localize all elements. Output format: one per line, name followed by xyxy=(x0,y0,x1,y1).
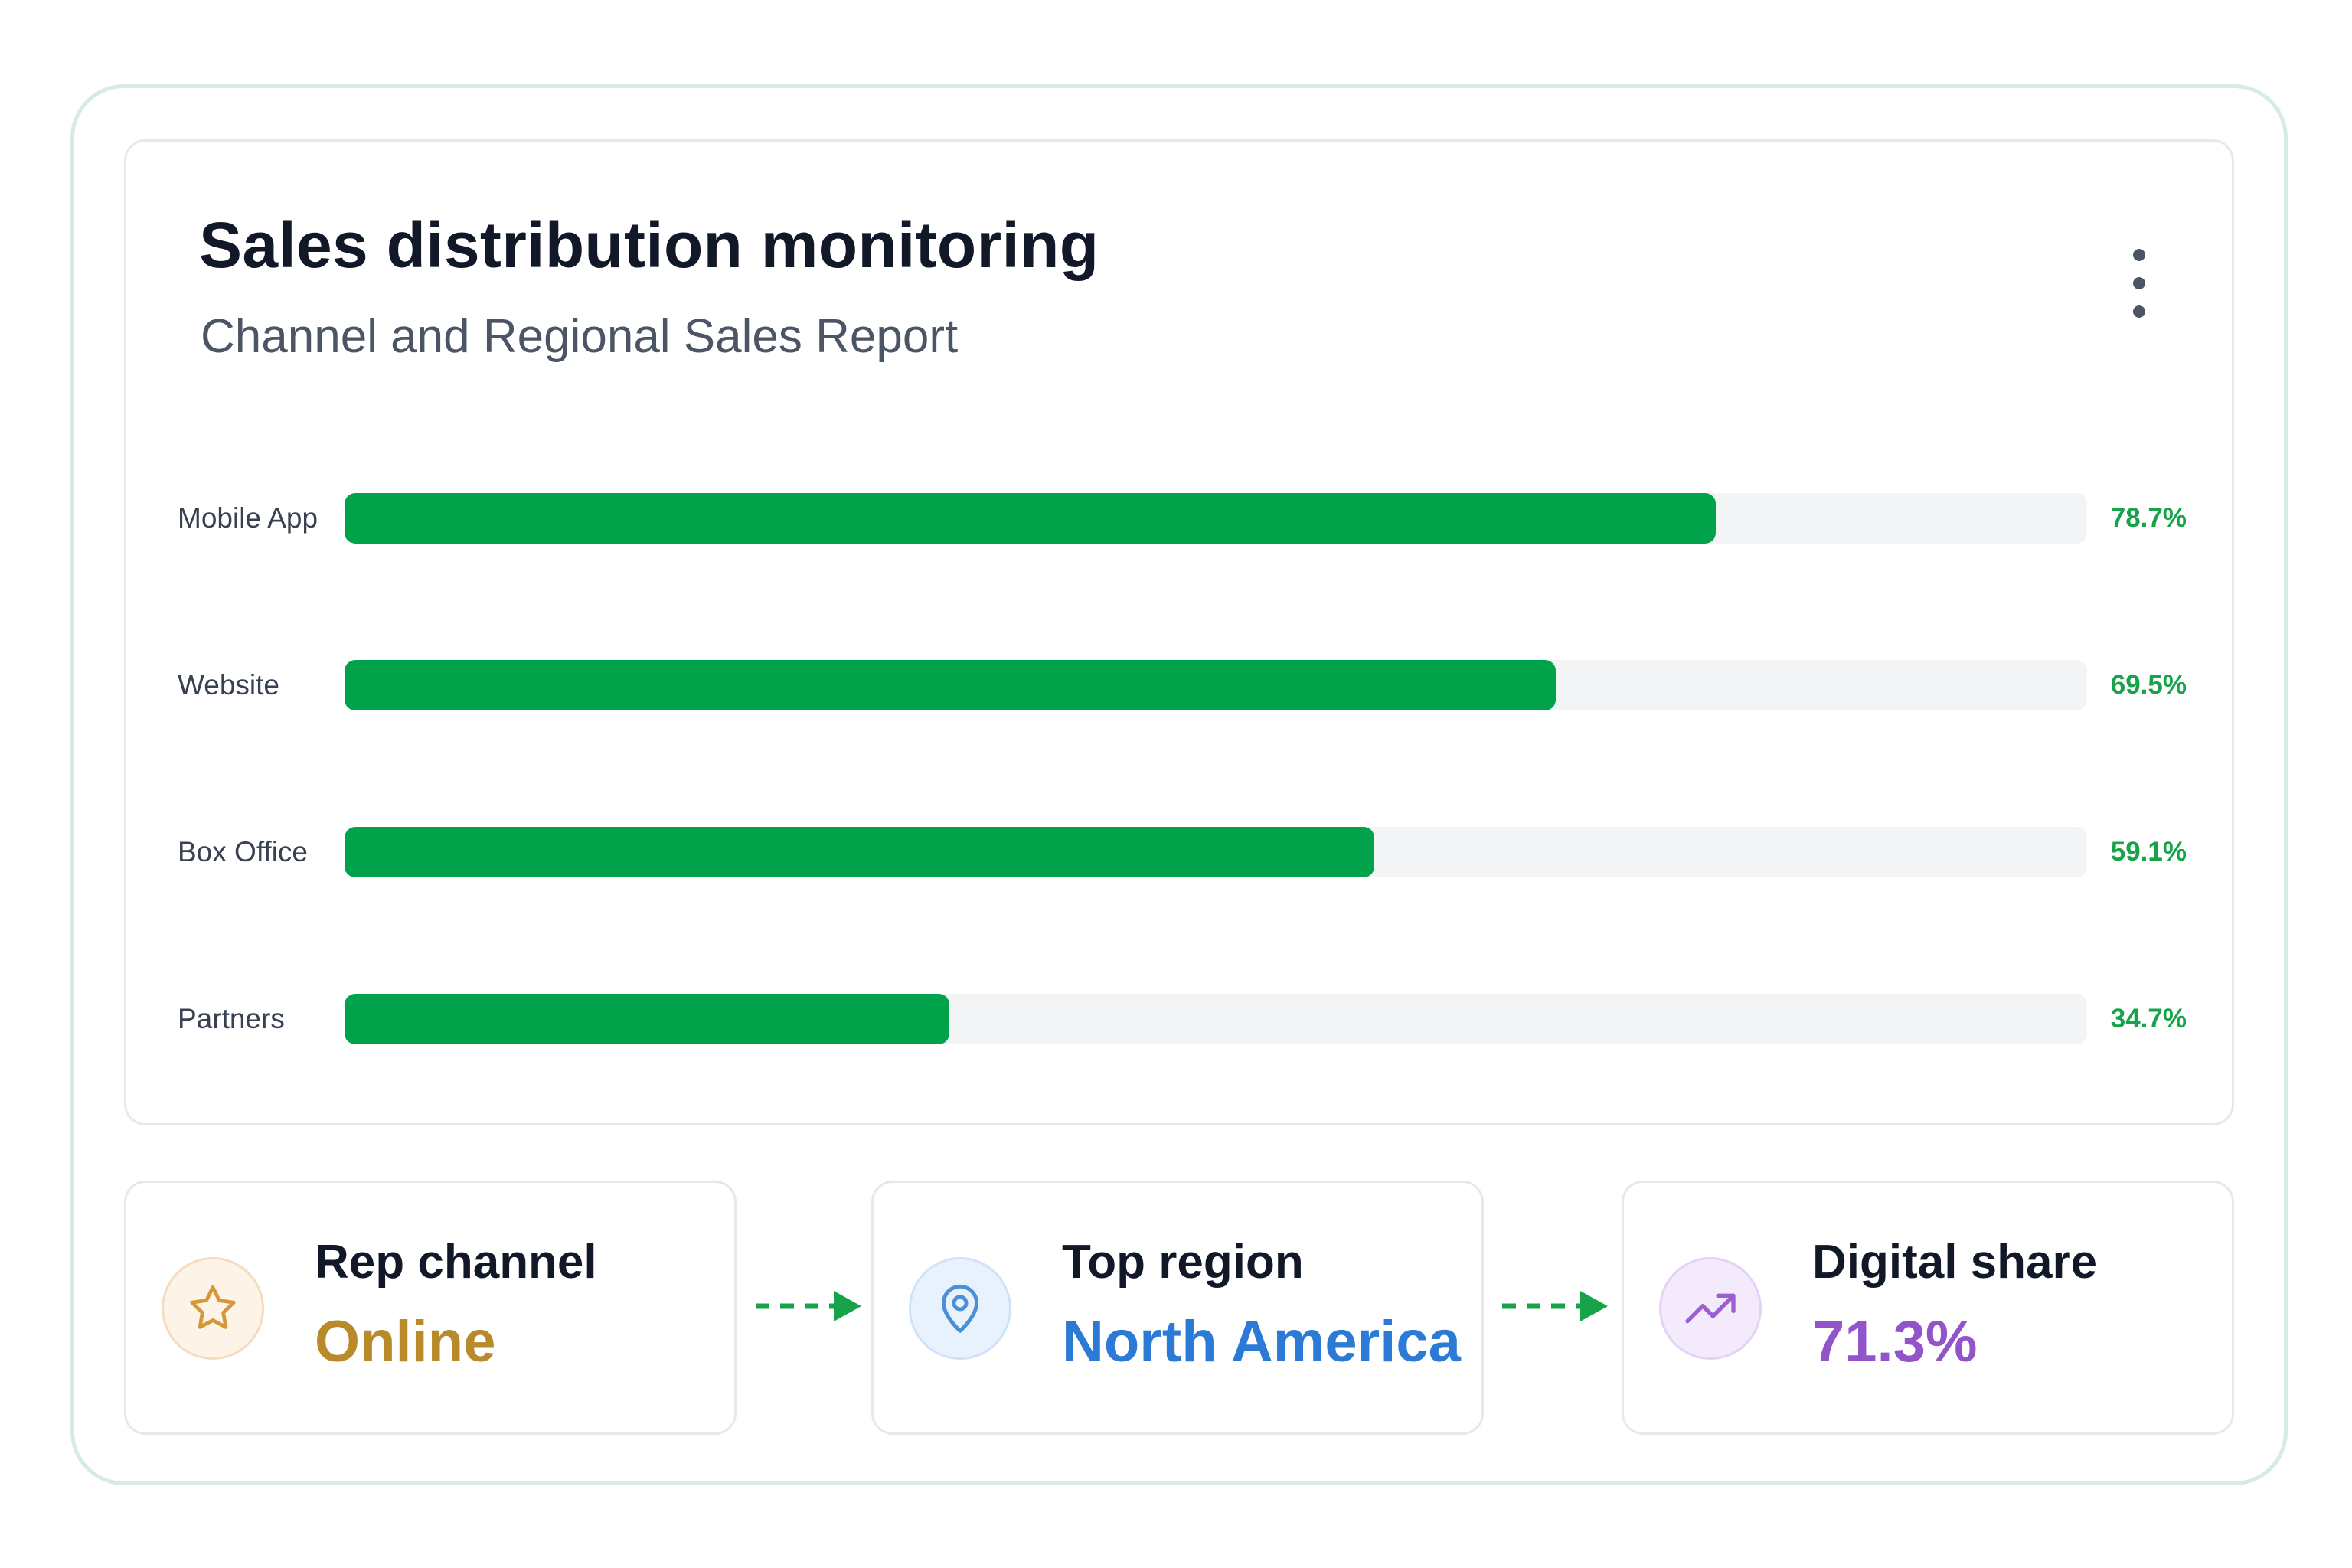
bar-fill xyxy=(345,827,1375,877)
more-vertical-icon-dot xyxy=(2133,277,2145,289)
bar-fill xyxy=(345,660,1556,710)
page-subtitle: Channel and Regional Sales Report xyxy=(201,310,959,363)
dashed-arrow-right-icon xyxy=(1502,1291,1608,1321)
stat-value: Online xyxy=(315,1309,496,1374)
bar-label: Box Office xyxy=(178,836,309,867)
stat-card-top-region[interactable]: Top region North America xyxy=(871,1181,1484,1435)
bar-row-partners: Partners 34.7% xyxy=(0,994,2352,1044)
bar-value-label: 78.7% xyxy=(2110,503,2187,533)
chart-card xyxy=(124,139,2234,1125)
stat-card-rep-channel[interactable]: Rep channel Online xyxy=(124,1181,737,1435)
stat-value: 71.3% xyxy=(1812,1309,1978,1374)
stat-label: Top region xyxy=(1062,1236,1304,1289)
trending-up-icon xyxy=(1685,1293,1736,1324)
stat-value: North America xyxy=(1062,1309,1461,1374)
more-vertical-icon xyxy=(2133,249,2145,261)
bar-track xyxy=(345,493,2087,544)
bar-value-label: 59.1% xyxy=(2110,837,2187,867)
dashed-arrow-right-icon xyxy=(756,1291,861,1321)
bar-row-box-office: Box Office 59.1% xyxy=(0,827,2352,877)
stat-card-digital-share[interactable]: Digital share 71.3% xyxy=(1622,1181,2234,1435)
stat-label: Rep channel xyxy=(315,1236,597,1289)
bar-row-mobile-app: Mobile App 78.7% xyxy=(0,493,2352,544)
stat-label: Digital share xyxy=(1812,1236,2098,1289)
stat-icon-container xyxy=(1659,1257,1762,1360)
bar-track xyxy=(345,994,2087,1044)
bar-label: Mobile App xyxy=(178,502,318,534)
stat-icon-container xyxy=(162,1257,264,1360)
bar-fill xyxy=(345,994,949,1044)
more-vertical-icon-dot xyxy=(2133,305,2145,318)
page-title: Sales distribution monitoring xyxy=(199,209,1099,281)
bar-fill xyxy=(345,493,1717,544)
star-icon xyxy=(190,1285,236,1329)
bar-track xyxy=(345,827,2087,877)
stat-icon-container xyxy=(909,1257,1011,1360)
map-pin-icon xyxy=(941,1284,979,1333)
bar-value-label: 69.5% xyxy=(2110,670,2187,700)
bar-track xyxy=(345,660,2087,710)
bar-label: Website xyxy=(178,669,279,701)
bar-value-label: 34.7% xyxy=(2110,1004,2187,1034)
bar-row-website: Website 69.5% xyxy=(0,660,2352,710)
bar-label: Partners xyxy=(178,1003,285,1034)
more-options-button[interactable] xyxy=(2121,249,2158,318)
